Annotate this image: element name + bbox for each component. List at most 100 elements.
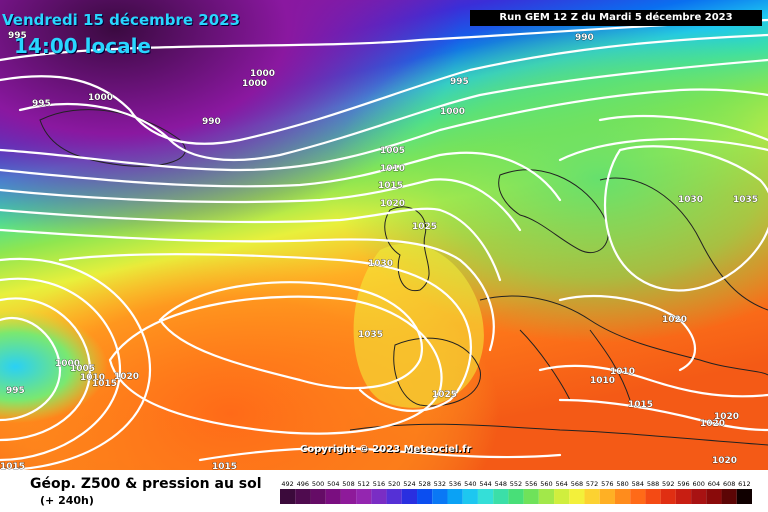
scale-label: 508 bbox=[342, 480, 354, 488]
scale-swatch bbox=[401, 489, 418, 504]
isobar-label: 1020 bbox=[114, 372, 139, 382]
scale-swatch bbox=[630, 489, 646, 504]
scale-label: 504 bbox=[327, 480, 339, 488]
scale-label: 608 bbox=[723, 480, 735, 488]
forecast-date: Vendredi 15 décembre 2023 bbox=[2, 11, 241, 29]
scale-label: 496 bbox=[297, 480, 309, 488]
scale-label: 540 bbox=[464, 480, 476, 488]
isobar-label: 1010 bbox=[80, 373, 105, 383]
scale-label: 592 bbox=[662, 480, 674, 488]
scale-label: 596 bbox=[677, 480, 689, 488]
isobar-label: 990 bbox=[202, 117, 221, 127]
scale-swatch bbox=[675, 489, 692, 504]
isobar-label: 995 bbox=[8, 31, 27, 41]
scale-swatch bbox=[432, 489, 448, 504]
isobar-label: 1025 bbox=[432, 390, 457, 400]
isobar-label: 1025 bbox=[412, 222, 437, 232]
scale-swatch bbox=[386, 489, 402, 504]
isobar-label: 1015 bbox=[628, 400, 653, 410]
scale-label: 524 bbox=[403, 480, 415, 488]
scale-label: 552 bbox=[510, 480, 522, 488]
scale-swatch bbox=[660, 489, 676, 504]
legend-subtitle: (+ 240h) bbox=[40, 494, 94, 507]
run-info: Run GEM 12 Z du Mardi 5 décembre 2023 bbox=[470, 10, 762, 26]
isobar-label: 1005 bbox=[70, 364, 95, 374]
scale-swatch bbox=[508, 489, 524, 504]
scale-label: 604 bbox=[708, 480, 720, 488]
isobar-label: 995 bbox=[32, 99, 51, 109]
isobar-label: 1015 bbox=[378, 181, 403, 191]
isobar-label: 1035 bbox=[733, 195, 758, 205]
scale-label: 548 bbox=[495, 480, 507, 488]
scale-label: 600 bbox=[692, 480, 704, 488]
scale-label: 520 bbox=[388, 480, 400, 488]
scale-swatch bbox=[569, 489, 585, 504]
isobar-label: 1020 bbox=[662, 315, 687, 325]
coastlines bbox=[39, 109, 768, 446]
scale-label: 544 bbox=[479, 480, 491, 488]
isobar-label: 1020 bbox=[380, 199, 405, 209]
isobar-label: 1020 bbox=[714, 412, 739, 422]
isobar-label: 1005 bbox=[380, 146, 405, 156]
scale-label: 492 bbox=[281, 480, 293, 488]
isobar-label: 990 bbox=[575, 33, 594, 43]
scale-label: 512 bbox=[358, 480, 370, 488]
legend-title: Géop. Z500 & pression au sol bbox=[30, 476, 262, 492]
isobar-label: 1000 bbox=[440, 107, 465, 117]
scale-label: 580 bbox=[616, 480, 628, 488]
scale-label: 556 bbox=[525, 480, 537, 488]
scale-label: 588 bbox=[647, 480, 659, 488]
isobar-label: 1020 bbox=[712, 456, 737, 466]
scale-label: 572 bbox=[586, 480, 598, 488]
isobar-label: 995 bbox=[6, 386, 25, 396]
isobar-label: 1010 bbox=[610, 367, 635, 377]
scale-label: 500 bbox=[312, 480, 324, 488]
scale-label: 564 bbox=[555, 480, 567, 488]
scale-swatch bbox=[462, 489, 478, 504]
scale-swatch bbox=[371, 489, 387, 504]
isobar-label: 1000 bbox=[55, 359, 80, 369]
scale-swatch bbox=[417, 489, 433, 504]
isobar-lines bbox=[0, 18, 768, 470]
scale-swatch bbox=[691, 489, 707, 504]
scale-swatch bbox=[599, 489, 615, 504]
scale-swatch bbox=[280, 489, 296, 504]
scale-swatch bbox=[645, 489, 661, 504]
isobar-label: 1000 bbox=[250, 69, 275, 79]
isobar-label: 1030 bbox=[368, 259, 393, 269]
isobar-label: 1000 bbox=[242, 79, 267, 89]
scale-label: 536 bbox=[449, 480, 461, 488]
scale-swatch bbox=[554, 489, 570, 504]
isobar-label: 1015 bbox=[0, 462, 25, 470]
scale-label: 568 bbox=[571, 480, 583, 488]
pressure-map: 995 1000 990 995 1000 1005 1010 1015 102… bbox=[0, 0, 768, 470]
isobar-labels: 995 1000 990 995 1000 1005 1010 1015 102… bbox=[0, 31, 758, 470]
scale-swatch bbox=[493, 489, 509, 504]
isobar-label: 1035 bbox=[358, 330, 383, 340]
copyright: Copyright © 2023 Meteociel.fr bbox=[300, 444, 472, 455]
scale-label: 532 bbox=[434, 480, 446, 488]
scale-label: 576 bbox=[601, 480, 613, 488]
scale-label: 528 bbox=[418, 480, 430, 488]
isobar-label: 1015 bbox=[212, 462, 237, 470]
scale-swatch bbox=[584, 489, 600, 504]
scale-swatch bbox=[736, 489, 752, 504]
isobar-label: 1015 bbox=[92, 379, 117, 389]
isobar-label: 995 bbox=[450, 77, 469, 87]
scale-swatch bbox=[340, 489, 357, 504]
scale-swatch bbox=[721, 489, 737, 504]
scale-label: 560 bbox=[540, 480, 552, 488]
scale-swatch bbox=[538, 489, 555, 504]
isobar-label: 1010 bbox=[590, 376, 615, 386]
isobar-label: 1000 bbox=[88, 93, 113, 103]
color-scale: 492 496 500 504 508 512 516 520 524 528 532 536 540 5… bbox=[280, 480, 752, 504]
scale-swatch bbox=[295, 489, 311, 504]
scale-label: 584 bbox=[632, 480, 644, 488]
scale-swatch bbox=[614, 489, 631, 504]
scale-label: 516 bbox=[373, 480, 385, 488]
scale-swatch bbox=[523, 489, 539, 504]
scale-swatch bbox=[447, 489, 463, 504]
forecast-time: 14:00 locale bbox=[14, 34, 151, 58]
scale-swatch bbox=[477, 489, 494, 504]
